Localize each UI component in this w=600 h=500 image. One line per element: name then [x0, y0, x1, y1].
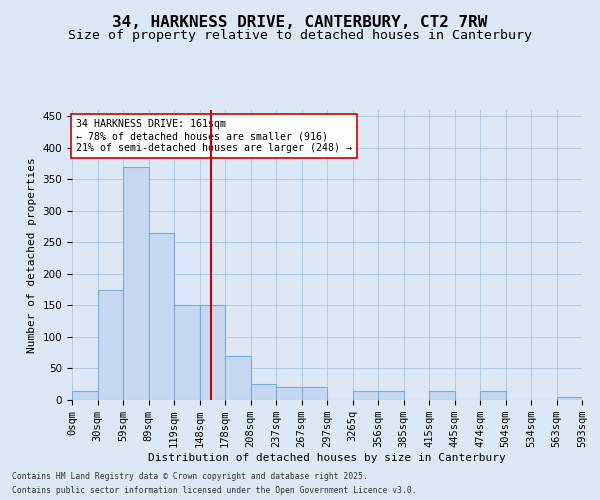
Bar — [429, 390, 455, 400]
Bar — [353, 390, 378, 400]
Bar — [225, 356, 251, 400]
Text: Size of property relative to detached houses in Canterbury: Size of property relative to detached ho… — [68, 29, 532, 42]
Text: Contains public sector information licensed under the Open Government Licence v3: Contains public sector information licen… — [12, 486, 416, 495]
Bar — [174, 306, 199, 400]
Y-axis label: Number of detached properties: Number of detached properties — [27, 157, 37, 353]
Bar — [72, 390, 97, 400]
Text: 34, HARKNESS DRIVE, CANTERBURY, CT2 7RW: 34, HARKNESS DRIVE, CANTERBURY, CT2 7RW — [112, 15, 488, 30]
X-axis label: Distribution of detached houses by size in Canterbury: Distribution of detached houses by size … — [148, 453, 506, 463]
Bar — [123, 166, 149, 400]
Bar — [557, 397, 582, 400]
Bar — [276, 388, 302, 400]
Bar — [378, 390, 404, 400]
Bar — [97, 290, 123, 400]
Bar — [480, 390, 505, 400]
Bar — [251, 384, 276, 400]
Text: 34 HARKNESS DRIVE: 161sqm
← 78% of detached houses are smaller (916)
21% of semi: 34 HARKNESS DRIVE: 161sqm ← 78% of detac… — [76, 120, 352, 152]
Bar — [149, 233, 174, 400]
Text: Contains HM Land Registry data © Crown copyright and database right 2025.: Contains HM Land Registry data © Crown c… — [12, 472, 368, 481]
Bar — [199, 306, 225, 400]
Bar — [302, 388, 327, 400]
